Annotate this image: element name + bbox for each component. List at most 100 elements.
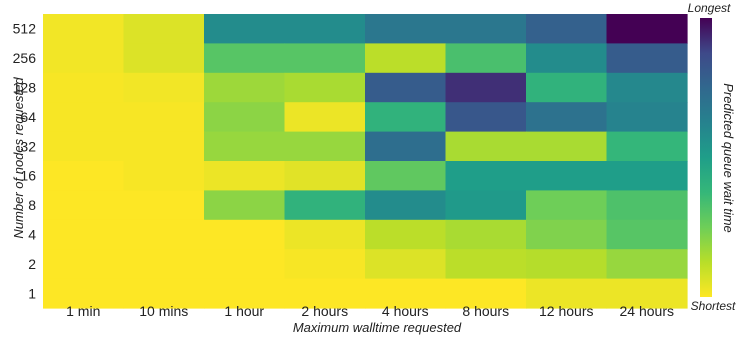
heatmap-cell [365, 249, 447, 280]
heatmap-cell [123, 72, 205, 103]
heatmap-cell [526, 131, 608, 162]
colorbar-max-label: Longest [688, 1, 731, 15]
y-tick-label: 128 [13, 80, 37, 96]
heatmap-cell [123, 278, 205, 309]
heatmap-cell [526, 190, 608, 221]
heatmap-cell [284, 190, 366, 221]
heatmap-cell [204, 14, 286, 44]
heatmap-cell [526, 278, 608, 309]
heatmap-cell [606, 131, 688, 162]
x-tick-label: 1 hour [224, 303, 264, 319]
heatmap-cell [284, 43, 366, 74]
heatmap-cell [606, 190, 688, 221]
heatmap-cell [284, 278, 366, 309]
heatmap-cell [526, 161, 608, 191]
heatmap-cell [365, 72, 447, 103]
heatmap-cell [204, 72, 286, 103]
heatmap-cell [526, 219, 608, 250]
heatmap-cell [123, 131, 205, 162]
heatmap-cells [43, 14, 688, 309]
x-tick-label: 4 hours [382, 303, 429, 319]
heatmap-cell [445, 102, 527, 133]
heatmap-cell [43, 131, 125, 162]
y-tick-label: 2 [28, 256, 36, 272]
heatmap-cell [445, 72, 527, 103]
heatmap-cell [123, 219, 205, 250]
heatmap-cell [204, 249, 286, 280]
x-tick-label: 12 hours [539, 303, 593, 319]
heatmap-cell [365, 219, 447, 250]
heatmap-cell [365, 278, 447, 309]
heatmap-cell [204, 278, 286, 309]
heatmap-cell [606, 102, 688, 133]
heatmap-cell [123, 190, 205, 221]
heatmap-cell [365, 190, 447, 221]
heatmap-cell [365, 102, 447, 133]
heatmap-cell [445, 219, 527, 250]
heatmap-cell [445, 190, 527, 221]
heatmap-cell [606, 219, 688, 250]
heatmap-cell [365, 161, 447, 191]
heatmap-cell [445, 249, 527, 280]
x-tick-label: 24 hours [620, 303, 674, 319]
y-tick-label: 8 [28, 197, 36, 213]
heatmap-cell [606, 278, 688, 309]
heatmap-cell [526, 249, 608, 280]
y-axis-label: Number of nodes requested [11, 77, 26, 239]
heatmap-cell [445, 278, 527, 309]
y-tick-label: 256 [13, 50, 37, 66]
heatmap-cell [445, 14, 527, 44]
heatmap-cell [43, 190, 125, 221]
heatmap-cell [204, 190, 286, 221]
heatmap-cell [365, 43, 447, 74]
heatmap-cell [43, 72, 125, 103]
heatmap-cell [445, 131, 527, 162]
x-tick-label: 10 mins [139, 303, 188, 319]
heatmap-cell [365, 14, 447, 44]
heatmap-cell [204, 219, 286, 250]
heatmap-cell [284, 131, 366, 162]
x-tick-label: 8 hours [462, 303, 509, 319]
heatmap-cell [43, 161, 125, 191]
heatmap-cell [204, 161, 286, 191]
colorbar-title: Predicted queue wait time [721, 83, 736, 233]
heatmap-cell [526, 102, 608, 133]
heatmap-cell [43, 43, 125, 74]
heatmap-cell [123, 43, 205, 74]
x-tick-label: 2 hours [301, 303, 348, 319]
heatmap-cell [43, 249, 125, 280]
colorbar-min-label: Shortest [691, 299, 736, 313]
y-tick-label: 32 [20, 138, 36, 154]
x-tick-labels: 1 min 10 mins 1 hour 2 hours 4 hours 8 hours 1… [66, 303, 674, 319]
y-tick-label: 512 [13, 21, 37, 37]
y-tick-label: 4 [28, 227, 36, 243]
heatmap-cell [123, 102, 205, 133]
heatmap-cell [526, 43, 608, 74]
heatmap-cell [606, 72, 688, 103]
heatmap-cell [606, 43, 688, 74]
heatmap-cell [606, 14, 688, 44]
y-tick-label: 1 [28, 285, 36, 301]
heatmap-cell [43, 219, 125, 250]
heatmap-cell [365, 131, 447, 162]
heatmap-cell [606, 249, 688, 280]
heatmap-cell [204, 131, 286, 162]
heatmap-cell [123, 249, 205, 280]
heatmap-cell [526, 14, 608, 44]
heatmap-cell [445, 43, 527, 74]
heatmap-cell [43, 278, 125, 309]
heatmap-cell [204, 102, 286, 133]
x-tick-label: 1 min [66, 303, 100, 319]
y-tick-label: 16 [20, 168, 36, 184]
heatmap-cell [204, 43, 286, 74]
heatmap-cell [526, 72, 608, 103]
heatmap-cell [606, 161, 688, 191]
heatmap-cell [123, 14, 205, 44]
heatmap-cell [284, 219, 366, 250]
heatmap-cell [284, 161, 366, 191]
colorbar [700, 18, 712, 297]
heatmap-cell [43, 102, 125, 133]
heatmap-cell [284, 249, 366, 280]
heatmap-cell [445, 161, 527, 191]
